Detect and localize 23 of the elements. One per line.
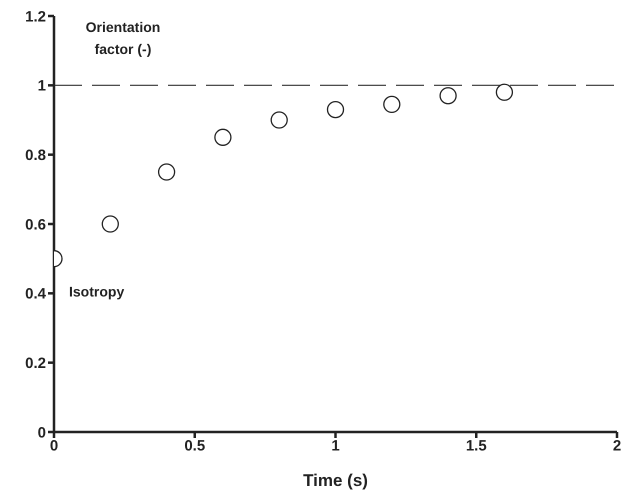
x-axis-title: Time (s) xyxy=(303,471,368,490)
point xyxy=(326,100,344,118)
x-tick-label: 1.5 xyxy=(466,438,487,455)
y-tick-label: 0.6 xyxy=(25,216,46,234)
y-tick-label: 0.4 xyxy=(25,286,47,303)
y-tick-label: 0.2 xyxy=(25,354,46,372)
x-tick-label: 1 xyxy=(331,438,340,455)
point xyxy=(383,96,400,114)
y-tick-label: 1 xyxy=(38,78,46,95)
point xyxy=(102,215,119,233)
y-tick-label: 1.2 xyxy=(25,8,46,26)
y-tick-label: 0 xyxy=(38,424,46,442)
point xyxy=(158,163,176,181)
annotation: Isotropy xyxy=(69,284,124,300)
point xyxy=(439,87,457,104)
y-tick-label: 0.8 xyxy=(25,146,46,164)
x-tick-label: 0.5 xyxy=(184,438,206,455)
point xyxy=(214,128,232,146)
point xyxy=(270,111,288,129)
point xyxy=(496,84,514,101)
x-tick-label: 0 xyxy=(50,438,58,455)
y-axis-title: Orientation factor (-) xyxy=(68,16,178,60)
x-tick-label: 2 xyxy=(612,438,622,455)
